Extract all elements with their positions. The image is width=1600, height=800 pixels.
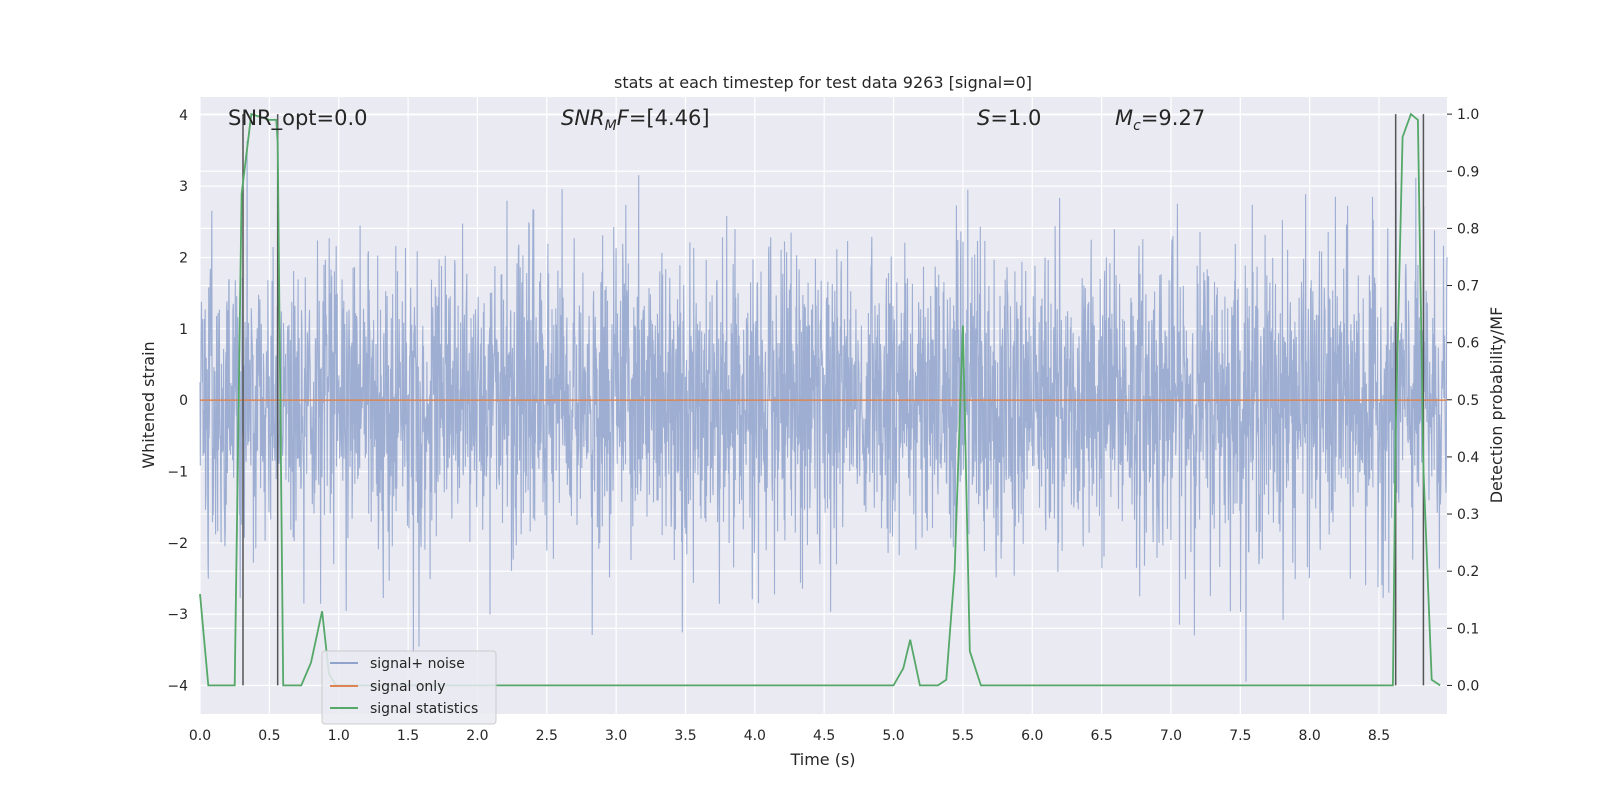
x-axis-label: Time (s) xyxy=(789,750,855,769)
x-tick-label: 6.0 xyxy=(1021,728,1043,744)
y-left-tick-label: 1 xyxy=(179,322,188,338)
x-tick-label: 2.5 xyxy=(536,728,558,744)
y-left-tick-label: −1 xyxy=(167,464,188,480)
x-tick-label: 4.0 xyxy=(744,728,766,744)
legend-box xyxy=(321,650,497,725)
x-tick-label: 7.0 xyxy=(1160,728,1182,744)
legend: signal+ noise signal only signal statist… xyxy=(321,650,497,725)
signal-statistics-line xyxy=(199,112,1441,687)
x-tick-label: 4.5 xyxy=(813,728,835,744)
signal-statistics-series xyxy=(199,112,1441,687)
y-right-tick-label: 1.0 xyxy=(1457,107,1479,123)
x-tick-label: 1.5 xyxy=(397,728,419,744)
y-left-tick-label: 3 xyxy=(179,179,188,195)
y-left-tick-label: 2 xyxy=(179,250,188,266)
tick-labels: 0.0 0.5 1.0 1.5 2.0 2.5 3.0 3.5 4.0 4.5 5.0 5.5 6.0 6… xyxy=(167,107,1479,744)
x-tick-label: 2.0 xyxy=(466,728,488,744)
y-right-tick-label: 0.2 xyxy=(1457,564,1479,580)
signal-noise-series xyxy=(199,140,1448,682)
annotation-snr-opt: SNR_opt=0.0 xyxy=(228,106,368,131)
legend-label-stats: signal statistics xyxy=(370,701,478,717)
y-left-tick-label: −2 xyxy=(167,536,188,552)
x-tick-label: 6.5 xyxy=(1090,728,1112,744)
y-axis-left-label: Whitened strain xyxy=(139,341,158,468)
y-right-tick-label: 0.9 xyxy=(1457,164,1479,180)
x-tick-label: 8.5 xyxy=(1368,728,1390,744)
x-tick-label: 0.0 xyxy=(189,728,211,744)
y-axis-right-label: Detection probability/MF xyxy=(1487,307,1506,504)
y-right-tick-label: 0.8 xyxy=(1457,221,1479,237)
y-left-tick-label: 4 xyxy=(179,108,188,124)
x-tick-label: 3.5 xyxy=(674,728,696,744)
x-tick-label: 7.5 xyxy=(1229,728,1251,744)
y-right-tick-label: 0.5 xyxy=(1457,393,1479,409)
annotation-s: S=1.0 xyxy=(977,106,1041,130)
x-tick-label: 0.5 xyxy=(258,728,280,744)
signal-noise-line xyxy=(199,140,1448,682)
y-left-tick-label: −4 xyxy=(167,678,188,694)
x-tick-label: 3.0 xyxy=(605,728,627,744)
y-right-tick-label: 0.1 xyxy=(1457,621,1479,637)
y-left-tick-label: 0 xyxy=(179,393,188,409)
x-tick-label: 5.5 xyxy=(952,728,974,744)
y-left-tick-label: −3 xyxy=(167,607,188,623)
y-right-tick-label: 0.3 xyxy=(1457,507,1479,523)
y-right-tick-label: 0.0 xyxy=(1457,678,1479,694)
x-tick-label: 5.0 xyxy=(882,728,904,744)
legend-label-signal: signal only xyxy=(370,679,445,695)
y-right-tick-label: 0.7 xyxy=(1457,279,1479,295)
y-right-tick-label: 0.4 xyxy=(1457,450,1479,466)
chart-title: stats at each timestep for test data 926… xyxy=(614,73,1032,92)
legend-label-noise: signal+ noise xyxy=(370,656,465,672)
x-tick-label: 8.0 xyxy=(1299,728,1321,744)
x-tick-label: 1.0 xyxy=(328,728,350,744)
annotation-snr-mf: SNRMF=[4.46] xyxy=(561,106,710,134)
y-right-tick-label: 0.6 xyxy=(1457,336,1479,352)
annotations: SNR_opt=0.0 SNRMF=[4.46] S=1.0 Mc=9.27 xyxy=(228,106,1205,134)
annotation-mc: Mc=9.27 xyxy=(1115,106,1205,134)
